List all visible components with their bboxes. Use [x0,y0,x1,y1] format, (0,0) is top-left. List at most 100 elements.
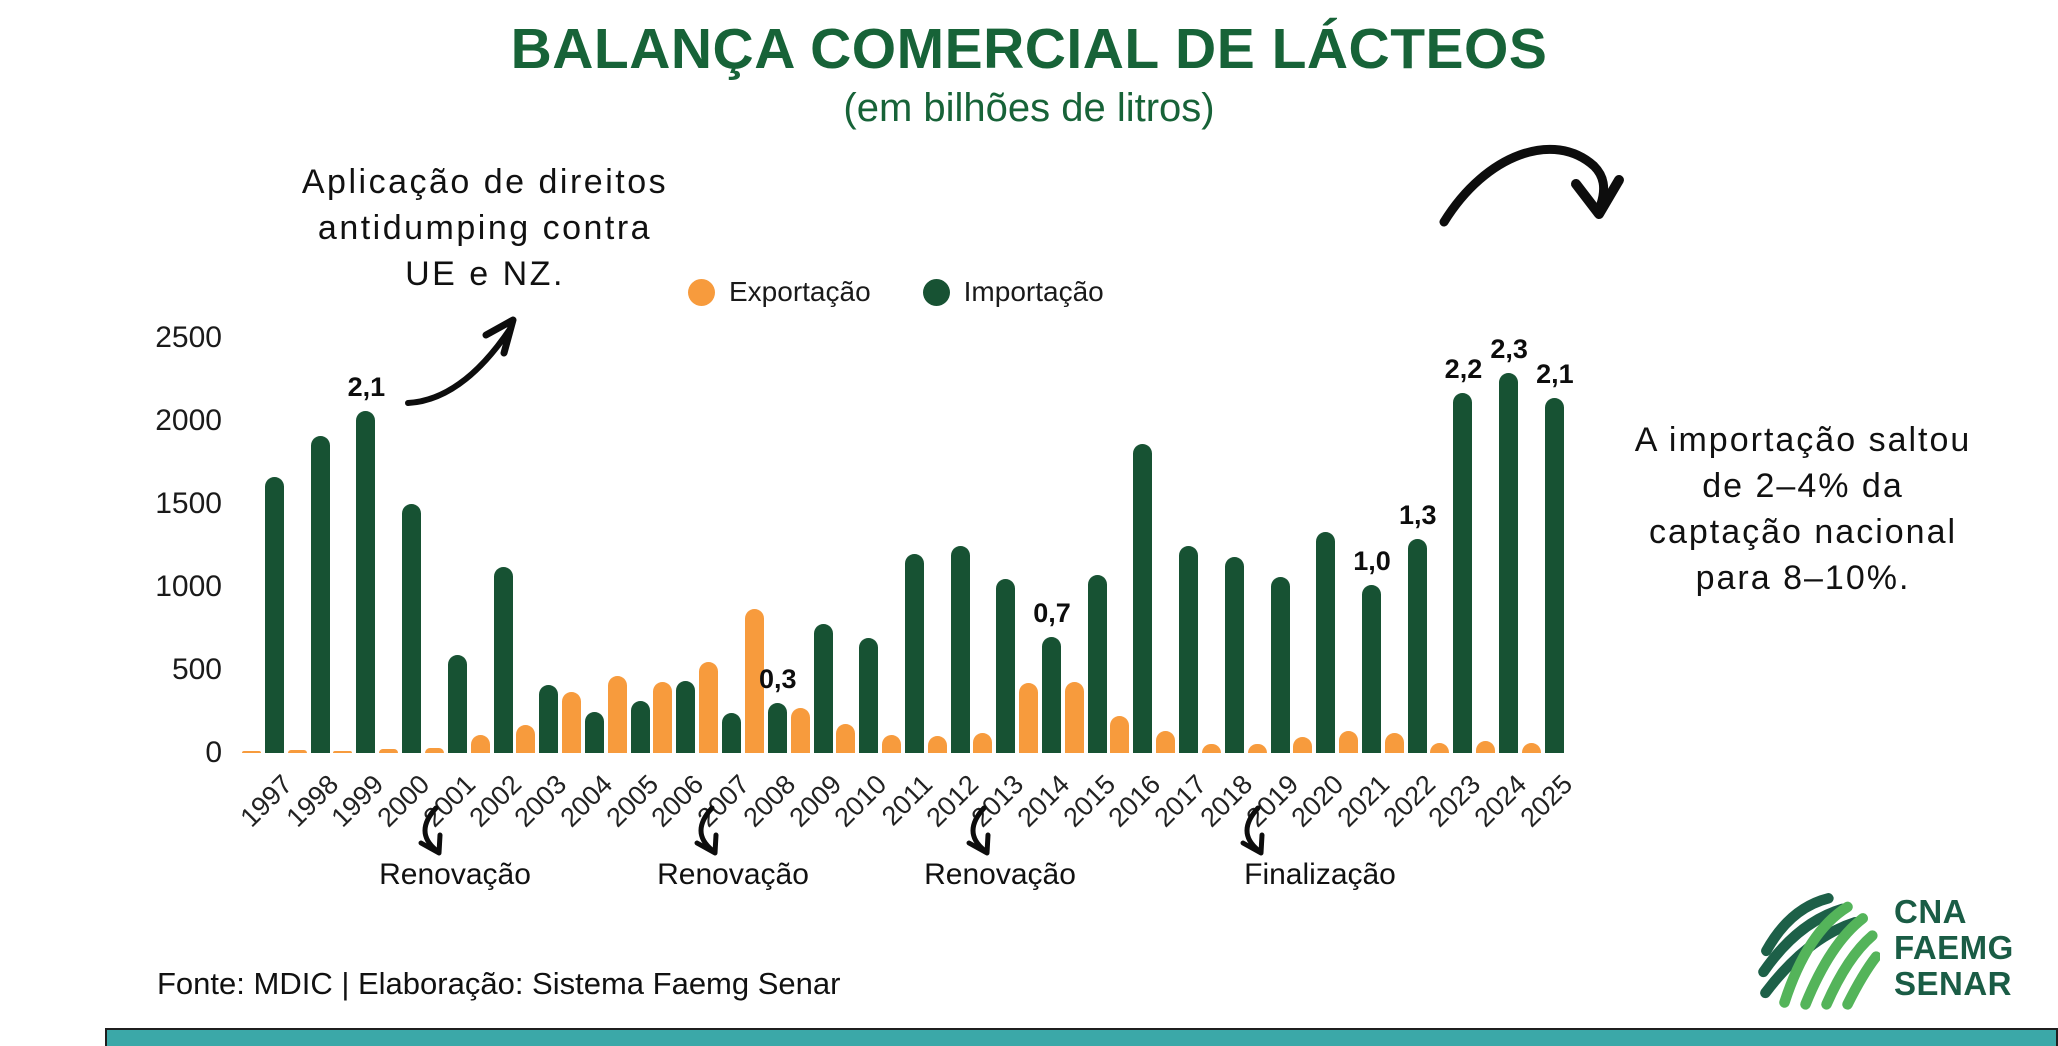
import-value-label-2024: 2,3 [1490,333,1528,364]
export-bar-2022 [1384,733,1404,753]
import-bar-2024 [1499,372,1519,753]
import-bar-2003 [539,684,559,753]
import-value-label-2023: 2,2 [1444,353,1483,384]
import-bar-2019 [1270,577,1290,753]
bar-group-2003 [516,338,559,753]
bar-group-2018 [1201,338,1244,753]
import-bar-2006 [676,680,696,753]
export-bar-2012 [927,736,947,753]
export-bar-2007 [699,661,719,753]
bar-group-2013 [973,338,1016,753]
import-bar-2016 [1133,444,1153,753]
bar-group-2025: 2,1 [1521,338,1574,753]
import-bar-2001 [447,655,467,753]
bar-group-2015 [1064,338,1107,753]
export-bar-2013 [973,733,993,753]
logo-line-senar: SENAR [1894,965,2013,1003]
import-bar-2000 [402,504,422,753]
import-dot-icon [922,278,950,306]
bar-group-2002 [470,338,513,753]
bar-group-2024: 2,3 [1476,334,1528,753]
legend-export-label: Exportação [729,276,871,307]
export-bar-2024 [1476,740,1496,753]
bar-group-2020 [1293,338,1336,753]
import-bar-1998 [310,435,330,753]
import-bar-2013 [996,578,1016,753]
export-bar-1997 [242,750,261,753]
annotation-import-share: A importação saltou de 2–4% da captação … [1634,421,1972,597]
import-bar-2004 [584,711,604,753]
export-bar-2011 [881,734,901,753]
import-bar-2021 [1362,585,1382,753]
export-bar-2014 [1019,683,1039,753]
import-bar-2007 [722,713,742,753]
bar-group-2009 [790,338,833,753]
export-bar-2020 [1293,737,1313,753]
y-tick-0: 0 [205,736,222,769]
import-bar-2020 [1316,532,1336,753]
export-bar-1998 [287,749,307,753]
plot-area: 2,1 0,3 0,7 1,0 1,3 2,2 2,3 2,1 [242,334,1574,753]
import-bar-2012 [950,545,970,753]
export-bar-2016 [1110,716,1130,753]
import-bar-2023 [1453,392,1473,753]
export-bar-2002 [470,734,490,753]
export-bar-2019 [1247,743,1267,753]
import-value-label-2022: 1,3 [1398,499,1437,530]
export-bar-2021 [1339,731,1359,753]
export-bar-2004 [561,692,581,753]
bar-group-2014: 0,7 [1019,338,1071,753]
import-bar-2017 [1179,545,1199,753]
bar-group-2012 [927,338,970,753]
y-tick-1000: 1000 [155,570,222,603]
bar-group-2011 [881,338,924,753]
import-bar-2025 [1544,397,1564,753]
legend-import: Importação [922,276,1104,308]
import-bar-2009 [813,624,833,753]
export-bar-2025 [1521,743,1541,753]
chart-legend: Exportação Importação [688,276,1104,308]
legend-export: Exportação [688,276,871,308]
bar-group-2017 [1156,338,1199,753]
export-bar-2008 [744,608,764,753]
bar-group-2006 [653,338,696,753]
import-bar-2011 [904,553,924,753]
cna-faemg-senar-logo: CNA FAEMG SENAR [1752,884,2014,1012]
bar-group-2021: 1,0 [1339,338,1391,753]
import-bar-1999 [356,411,376,753]
bar-group-1998 [287,338,330,753]
bar-group-2019 [1247,338,1290,753]
bar-group-2023: 2,2 [1430,338,1482,753]
timeline-note-renovacao-3: Renovação [924,858,1076,891]
arrow-to-recent-imports-icon [1439,144,1624,227]
arrow-to-antidumping-note-icon [405,316,517,406]
arrow-renovacao-2013-icon [966,805,991,856]
export-bar-2018 [1201,743,1221,753]
legend-import-label: Importação [963,276,1104,307]
import-bar-2022 [1407,538,1427,753]
bar-group-2001 [424,338,467,753]
import-value-label-1999: 2,1 [347,372,386,403]
import-bar-2008 [767,703,787,753]
source-note: Fonte: MDIC | Elaboração: Sistema Faemg … [157,966,841,1001]
page-title: BALANÇA COMERCIAL DE LÁCTEOS [510,17,1548,81]
import-value-label-2025: 2,1 [1536,358,1574,389]
export-bar-2000 [379,748,399,753]
timeline-note-renovacao-1: Renovação [379,858,531,891]
export-bar-2003 [516,724,536,753]
import-bar-2018 [1224,557,1244,753]
export-bar-2017 [1156,731,1176,753]
import-bar-2010 [859,638,879,753]
bar-group-1999: 2,1 [333,338,385,753]
bar-group-2000 [379,338,422,753]
import-value-label-2008: 0,3 [759,664,797,695]
export-dot-icon [688,278,715,306]
export-bar-2005 [607,675,627,753]
export-bar-2001 [424,748,444,753]
export-bar-2010 [836,723,856,753]
import-bar-1997 [265,477,284,753]
logo-line-cna: CNA [1894,892,1967,930]
bar-group-2010 [836,338,879,753]
bar-group-2005 [607,338,650,753]
